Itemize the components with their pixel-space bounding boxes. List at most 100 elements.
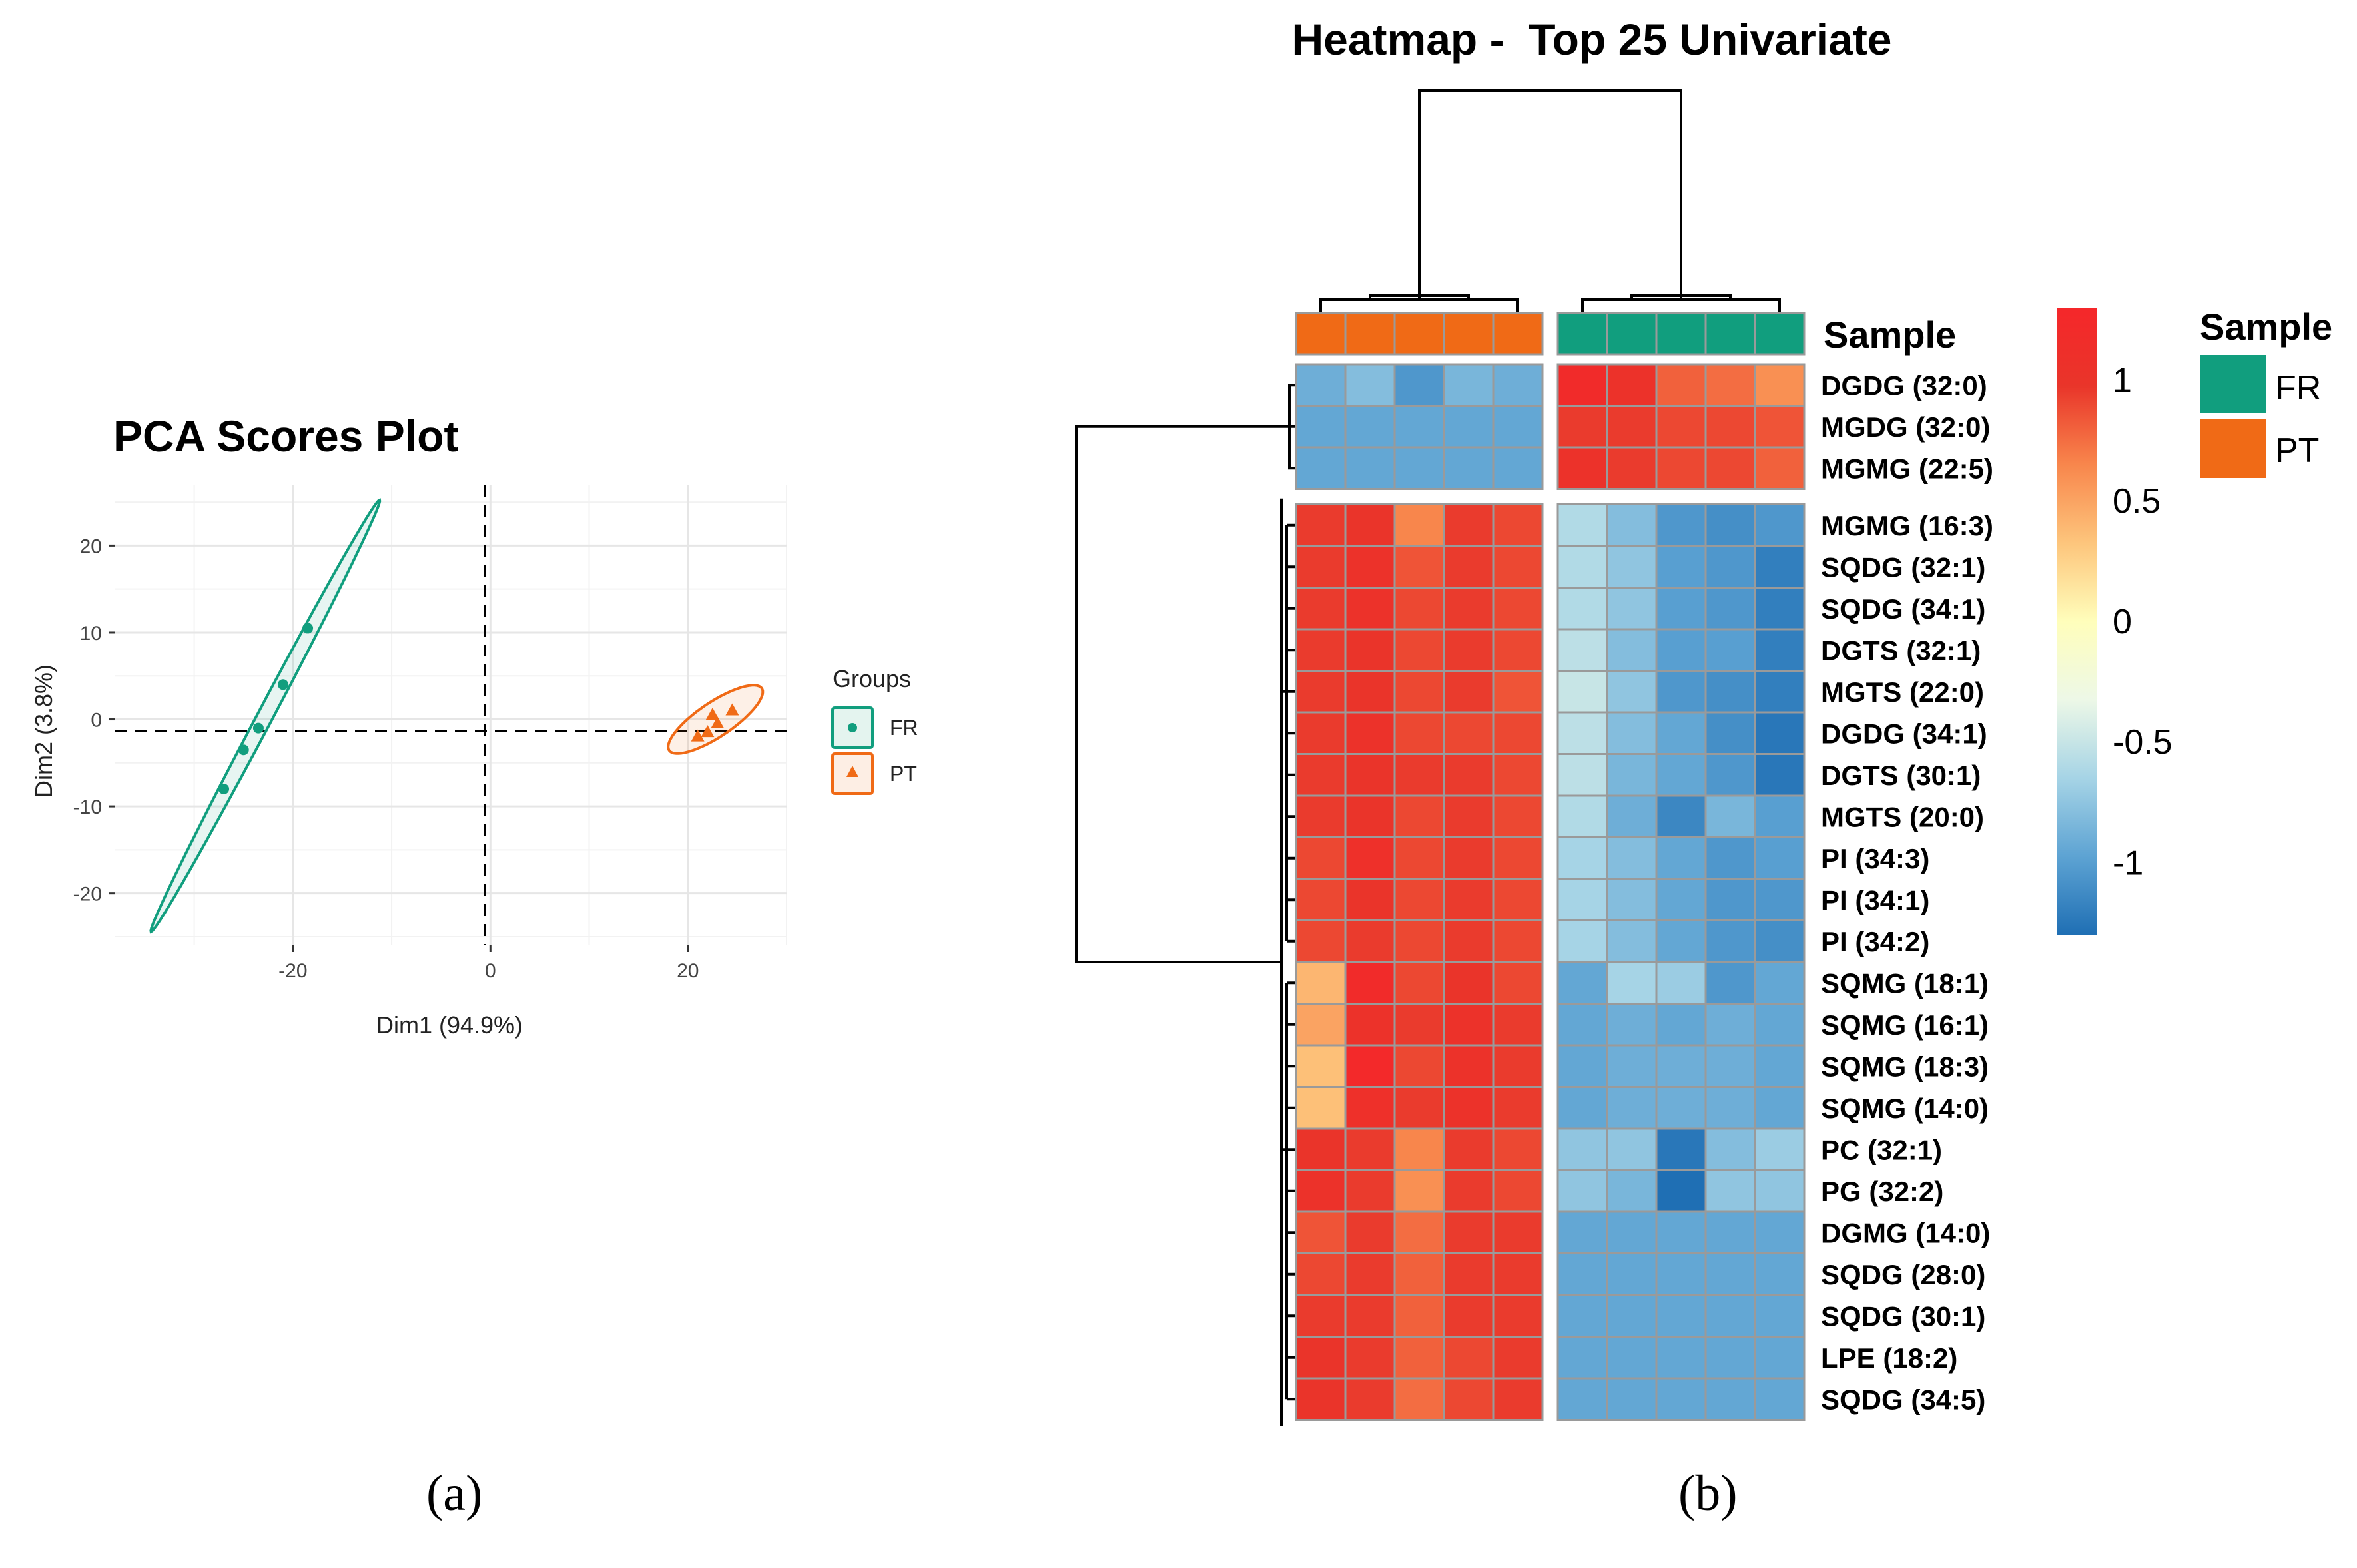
heatmap-cell (1344, 711, 1396, 755)
pca-legend-item-pt: PT (831, 752, 917, 795)
heatmap-cell (1556, 1294, 1608, 1338)
pca-point-pt (701, 725, 715, 738)
heatmap-cell (1492, 711, 1544, 755)
heatmap-cell (1393, 919, 1445, 963)
pca-legend-item-fr: FR (831, 706, 918, 749)
heatmap-cell (1393, 587, 1445, 631)
heatmap-cell (1655, 1252, 1707, 1296)
heatmap-cell (1556, 794, 1608, 838)
heatmap-cell (1443, 1252, 1495, 1296)
heatmap-cell (1295, 1336, 1347, 1380)
heatmap-cell (1344, 545, 1396, 589)
heatmap-cell (1295, 670, 1347, 714)
heatmap-cell (1492, 1086, 1544, 1130)
heatmap-row-label: SQDG (32:1) (1821, 551, 1985, 583)
colorbar-tick-label: 0.5 (2113, 482, 2161, 521)
heatmap-cell (1393, 1003, 1445, 1047)
heatmap-row-label: DGTS (30:1) (1821, 760, 1981, 791)
heatmap-cell (1443, 1294, 1495, 1338)
heatmap-cell (1295, 794, 1347, 838)
heatmap-cell (1295, 1169, 1347, 1213)
heatmap-cell (1754, 1044, 1806, 1088)
heatmap-cell (1393, 1086, 1445, 1130)
heatmap-cell (1492, 1127, 1544, 1171)
heatmap-cells (1295, 363, 1806, 1421)
heatmap-cell (1556, 1210, 1608, 1254)
heatmap-cell (1704, 1044, 1756, 1088)
heatmap-cell (1655, 545, 1707, 589)
heatmap-row-label: MGMG (16:3) (1821, 510, 1993, 541)
dendrogram-branch (1581, 298, 1781, 312)
heatmap-row-label: SQDG (28:0) (1821, 1259, 1985, 1290)
heatmap-cell (1295, 405, 1347, 449)
annotation-cell-fr (1754, 312, 1806, 356)
heatmap-cell (1704, 1210, 1756, 1254)
heatmap-cell (1393, 836, 1445, 880)
heatmap-cell (1492, 446, 1544, 490)
annotation-cell-pt (1344, 312, 1396, 356)
heatmap-cell (1492, 794, 1544, 838)
heatmap-cell (1704, 670, 1756, 714)
heatmap-cell (1606, 1086, 1658, 1130)
heatmap-cell (1492, 1336, 1544, 1380)
heatmap-cell (1754, 1210, 1806, 1254)
heatmap-cell (1295, 545, 1347, 589)
heatmap-cell (1492, 670, 1544, 714)
heatmap-cell (1443, 545, 1495, 589)
heatmap-cell (1492, 1210, 1544, 1254)
panel-label-a: (a) (426, 1465, 483, 1521)
heatmap-cell (1606, 1336, 1658, 1380)
heatmap-cell (1655, 711, 1707, 755)
heatmap-cell (1295, 1252, 1347, 1296)
heatmap-cell (1393, 1169, 1445, 1213)
heatmap-cell (1344, 878, 1396, 921)
pca-point-fr (218, 783, 230, 794)
heatmap-legend-swatch-fr (2200, 355, 2266, 413)
colorbar-tick-label: 1 (2113, 362, 2132, 400)
heatmap-row-label: SQDG (34:1) (1821, 593, 1985, 625)
pca-plot-background (115, 485, 787, 945)
heatmap-cell (1655, 405, 1707, 449)
heatmap-cell (1704, 1336, 1756, 1380)
heatmap-cell (1295, 1044, 1347, 1088)
heatmap-cell (1492, 363, 1544, 407)
heatmap-cell (1295, 753, 1347, 797)
column-annotation-bar (1295, 312, 1806, 356)
heatmap-cell (1556, 1044, 1608, 1088)
heatmap-cell (1443, 670, 1495, 714)
heatmap-cell (1443, 878, 1495, 921)
heatmap-row-label: PI (34:1) (1821, 884, 1929, 915)
heatmap-cell (1344, 753, 1396, 797)
heatmap-cell (1655, 1127, 1707, 1171)
heatmap-cell (1606, 836, 1658, 880)
annotation-cell-pt (1492, 312, 1544, 356)
heatmap-cell (1754, 587, 1806, 631)
heatmap-cell (1556, 587, 1608, 631)
heatmap-cell (1606, 363, 1658, 407)
heatmap-cell (1344, 503, 1396, 547)
heatmap-row-labels: DGDG (32:0) MGDG (32:0) MGMG (22:5) MGMG (1… (1821, 370, 1993, 1415)
heatmap-cell (1606, 711, 1658, 755)
heatmap-cell (1443, 1210, 1495, 1254)
heatmap-cell (1754, 919, 1806, 963)
heatmap-cell (1556, 545, 1608, 589)
heatmap-cell (1295, 628, 1347, 672)
heatmap-cell (1754, 753, 1806, 797)
heatmap-cell (1704, 1252, 1756, 1296)
heatmap-cell (1655, 1336, 1707, 1380)
heatmap-cell (1754, 878, 1806, 921)
heatmap-cell (1492, 1003, 1544, 1047)
heatmap-cell (1655, 670, 1707, 714)
heatmap-row-label: PI (34:2) (1821, 926, 1929, 957)
heatmap-cell (1704, 1377, 1756, 1421)
pca-legend-label-pt: PT (890, 762, 917, 786)
heatmap-cell (1606, 1044, 1658, 1088)
pca-ellipse-fr (149, 498, 382, 934)
heatmap-cell (1295, 1377, 1347, 1421)
heatmap-cell (1295, 878, 1347, 921)
heatmap-cell (1344, 628, 1396, 672)
heatmap-cell (1393, 503, 1445, 547)
heatmap-title: Heatmap - Top 25 Univariate (1291, 15, 1891, 64)
heatmap-cell (1754, 1336, 1806, 1380)
